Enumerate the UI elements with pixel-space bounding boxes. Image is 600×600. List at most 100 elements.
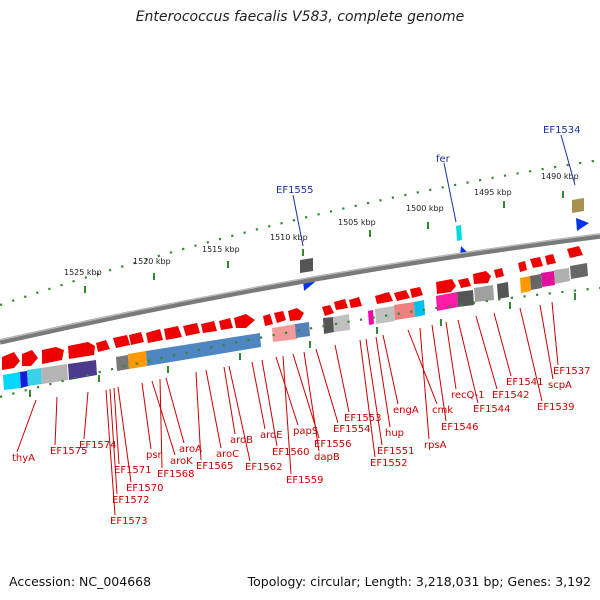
accession-text: Accession: NC_004668 — [9, 574, 152, 589]
gene-connector-ef1571 — [113, 387, 120, 465]
gene-connector-ef1546 — [431, 324, 447, 422]
gene-label-ef1573: EF1573 — [110, 516, 148, 527]
gene-label-psr: psr — [146, 450, 163, 461]
gene-connector-paps — [275, 356, 299, 426]
gene-label-ef1537: EF1537 — [553, 366, 591, 377]
gene-label-enga: engA — [393, 405, 419, 416]
gene-label-ef1544: EF1544 — [473, 404, 511, 415]
forward-strand-genes — [2, 246, 583, 370]
gene-connector-arok — [151, 380, 176, 456]
gene-connector-enga — [382, 334, 399, 405]
gene-connector-ef1537 — [551, 301, 559, 366]
top-label-fer: fer — [436, 154, 451, 165]
gene-connector-ef1554 — [315, 348, 339, 424]
gene-label-ef1556: EF1556 — [314, 439, 352, 450]
top-label-ef1534: EF1534 — [543, 125, 581, 136]
gene-connector-aroe — [251, 361, 266, 430]
gene-label-ef1542: EF1542 — [492, 390, 530, 401]
backbone-highlight — [0, 233, 600, 341]
gene-connector-cmk — [407, 329, 438, 405]
gene-label-scpa: scpA — [548, 380, 572, 391]
gene-label-ef1552: EF1552 — [370, 458, 408, 469]
scale-label-1520-kbp: 1520 kbp — [133, 257, 171, 266]
gene-connector-ef1553 — [334, 344, 350, 413]
gene-connector-scpa — [539, 304, 554, 380]
gene-connector-recq-1 — [445, 321, 457, 390]
scale-label-1500-kbp: 1500 kbp — [406, 204, 444, 213]
feature-box — [572, 198, 584, 213]
map-title: Enterococcus faecalis V583, complete gen… — [135, 9, 465, 25]
gene-label-ef1565: EF1565 — [196, 461, 234, 472]
gene-label-ef1559: EF1559 — [286, 475, 324, 486]
gene-connector-ef1575 — [54, 396, 58, 446]
gene-label-cmk: cmk — [432, 405, 453, 416]
gene-label-ef1575: EF1575 — [50, 446, 88, 457]
gene-connector-thya — [16, 399, 37, 453]
top-label-ef1555: EF1555 — [276, 185, 314, 196]
gene-label-ef1553: EF1553 — [344, 413, 382, 424]
gene-label-arok: aroK — [170, 456, 193, 467]
gene-label-ef1572: EF1572 — [112, 495, 150, 506]
gene-connector-dapb — [303, 351, 320, 452]
gene-connector-ef1559 — [282, 355, 292, 475]
feature-arrow — [576, 218, 589, 231]
gene-connector-ef1560 — [261, 359, 278, 447]
gene-connector-ef1552 — [359, 339, 376, 458]
gene-label-ef1574: EF1574 — [79, 440, 117, 451]
scale-label-1515-kbp: 1515 kbp — [202, 245, 240, 254]
feature-box — [300, 258, 313, 273]
inner-feature-track — [3, 263, 588, 390]
gene-label-aroa: aroA — [179, 444, 202, 455]
gene-label-paps: papS — [293, 426, 318, 437]
gene-label-hup: hup — [385, 428, 404, 439]
genome-backbone — [0, 233, 600, 345]
scale-label-1505-kbp: 1505 kbp — [338, 218, 376, 227]
scale-label-1490-kbp: 1490 kbp — [541, 172, 579, 181]
scale-label-1495-kbp: 1495 kbp — [474, 188, 512, 197]
feature-box — [456, 225, 462, 241]
inner-major-ticks — [29, 293, 576, 397]
gene-connector-ef1572 — [109, 388, 118, 495]
gene-label-connectors — [16, 301, 559, 516]
gene-label-ef1551: EF1551 — [377, 446, 415, 457]
gene-label-ef1554: EF1554 — [333, 424, 371, 435]
gene-connector-ef1539 — [519, 307, 543, 402]
gene-label-aroc: aroC — [216, 449, 239, 460]
gene-label-recq-1: recQ-1 — [451, 390, 485, 401]
gene-label-ef1562: EF1562 — [245, 462, 283, 473]
gene-connector-ef1574 — [83, 391, 89, 440]
scale-label-1510-kbp: 1510 kbp — [270, 233, 308, 242]
top-labels: EF1555 fer EF1534 — [276, 125, 581, 196]
gene-label-thya: thyA — [12, 453, 35, 464]
gene-connector-ef1551 — [365, 338, 383, 446]
gene-label-ef1568: EF1568 — [157, 469, 195, 480]
gene-connector-ef1570 — [117, 386, 132, 483]
gene-label-ef1546: EF1546 — [441, 422, 479, 433]
gene-connector-aroc — [205, 369, 222, 449]
gene-connector-ef1573 — [105, 389, 116, 516]
gene-connector-ef1562 — [228, 365, 251, 462]
gene-label-ef1541: EF1541 — [506, 377, 544, 388]
gene-connector-ef1541 — [493, 312, 512, 377]
top-label-connectors — [292, 134, 576, 247]
gene-label-ef1539: EF1539 — [537, 402, 575, 413]
scale-label-1525-kbp: 1525 kbp — [64, 268, 102, 277]
outer-major-ticks — [84, 191, 564, 293]
gene-connector-rpsa — [419, 327, 430, 440]
gene-label-rpsa: rpsA — [424, 440, 447, 451]
gene-label-aroe: aroE — [260, 430, 282, 441]
gene-label-ef1570: EF1570 — [126, 483, 164, 494]
gene-connector-arob — [223, 366, 236, 435]
gene-connector-aroa — [165, 377, 185, 444]
gene-label-ef1560: EF1560 — [272, 447, 310, 458]
gene-connector-ef1544 — [457, 319, 479, 404]
gene-label-arob: aroB — [230, 435, 253, 446]
gene-label-ef1571: EF1571 — [114, 465, 152, 476]
gene-connector-hup — [375, 336, 391, 428]
scale-labels: 1525 kbp 1520 kbp 1515 kbp 1510 kbp 1505… — [64, 172, 579, 277]
genome-summary-text: Topology: circular; Length: 3,218,031 bp… — [247, 574, 591, 589]
gene-connector-ef1542 — [475, 315, 498, 390]
